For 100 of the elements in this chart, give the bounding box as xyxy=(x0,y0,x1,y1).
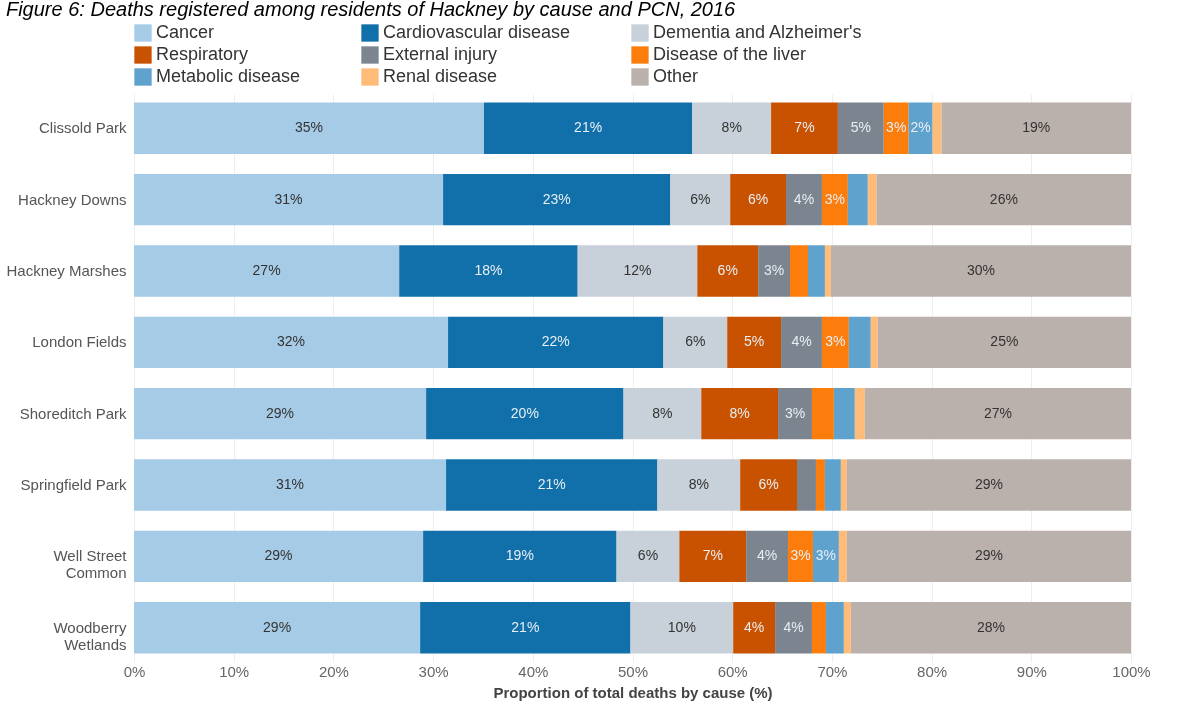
bar xyxy=(134,602,421,654)
data-label: 29% xyxy=(263,618,292,635)
x-tick-label: 10% xyxy=(219,662,250,680)
data-label: 7% xyxy=(702,547,723,564)
bar xyxy=(616,530,680,583)
bar xyxy=(846,459,1131,511)
data-label: 23% xyxy=(542,190,571,207)
bar xyxy=(788,530,813,583)
bar xyxy=(797,459,816,511)
bar xyxy=(837,102,884,154)
x-tick-label: 50% xyxy=(617,662,649,680)
bar xyxy=(426,387,624,440)
bar xyxy=(824,245,831,297)
bar xyxy=(847,173,868,226)
bar xyxy=(771,102,838,154)
x-tick-label: 20% xyxy=(318,662,349,680)
data-label: 22% xyxy=(541,333,570,350)
x-tick-label: 100% xyxy=(1112,662,1151,680)
data-label: 5% xyxy=(744,333,765,350)
bar xyxy=(730,173,787,226)
y-tick-label: Hackney Downs xyxy=(18,190,127,208)
bar xyxy=(733,602,776,654)
data-label: 3% xyxy=(824,190,846,207)
bar xyxy=(864,387,1131,440)
bar xyxy=(941,102,1131,154)
data-label: 18% xyxy=(474,261,503,278)
bar xyxy=(443,173,671,226)
bar xyxy=(867,173,877,226)
data-label: 2% xyxy=(910,119,931,136)
data-label: 3% xyxy=(784,404,806,421)
data-label: 21% xyxy=(537,476,566,493)
bar xyxy=(781,316,822,369)
chart-title: Figure 6: Deaths registered among residents of Hackney by cause and PCN, 2016 xyxy=(5,0,737,20)
bar xyxy=(812,530,839,583)
bar xyxy=(775,602,812,654)
x-tick-label: 70% xyxy=(817,662,848,680)
data-label: 8% xyxy=(652,404,673,421)
data-label: 6% xyxy=(717,261,738,278)
bar xyxy=(790,245,808,297)
bar xyxy=(483,102,693,154)
bar xyxy=(846,530,1131,583)
data-label: 8% xyxy=(729,404,750,421)
data-label: 6% xyxy=(758,476,779,493)
bar xyxy=(811,602,826,654)
bar xyxy=(877,316,1131,369)
y-tick-label: Hackney Marshes xyxy=(6,261,127,279)
bar xyxy=(448,316,664,369)
bar xyxy=(446,459,658,511)
x-tick-label: 60% xyxy=(717,662,748,680)
bar xyxy=(423,530,617,583)
data-label: 3% xyxy=(825,333,846,350)
bar xyxy=(811,387,834,440)
bar xyxy=(399,245,578,297)
data-label: 29% xyxy=(264,547,293,564)
data-label: 31% xyxy=(274,190,303,207)
data-label: 28% xyxy=(976,618,1005,635)
legend-label: Cardiovascular disease xyxy=(383,22,571,42)
data-label: 3% xyxy=(886,119,907,136)
data-label: 21% xyxy=(511,618,540,635)
bar xyxy=(876,173,1131,226)
x-tick-label: 80% xyxy=(917,662,948,680)
y-tick-label: Well Street Common xyxy=(53,547,128,582)
bar xyxy=(134,173,444,226)
bar xyxy=(821,316,849,369)
data-label: 29% xyxy=(266,404,295,421)
data-label: 6% xyxy=(690,190,711,207)
bar xyxy=(134,245,400,297)
bar xyxy=(807,245,825,297)
data-label: 6% xyxy=(685,333,706,350)
data-label: 35% xyxy=(294,119,323,136)
data-label: 30% xyxy=(966,261,995,278)
data-label: 32% xyxy=(277,333,306,350)
data-label: 8% xyxy=(688,476,709,493)
data-label: 19% xyxy=(1022,119,1051,136)
data-label: 29% xyxy=(974,547,1003,564)
y-tick-label: Shoreditch Park xyxy=(19,404,127,422)
data-label: 4% xyxy=(791,333,812,350)
y-tick-label: Springfield Park xyxy=(20,476,127,494)
bar xyxy=(786,173,822,226)
data-label: 6% xyxy=(637,547,659,564)
bar xyxy=(134,459,447,511)
data-label: 3% xyxy=(763,261,785,278)
data-label: 4% xyxy=(783,618,804,635)
x-axis-title: Proportion of total deaths by cause (%) xyxy=(493,683,773,701)
bar xyxy=(623,387,702,440)
x-tick-label: 40% xyxy=(518,662,549,680)
bar xyxy=(850,602,1131,654)
bar xyxy=(701,387,779,440)
data-label: 10% xyxy=(667,618,696,635)
bar xyxy=(727,316,782,369)
data-label: 3% xyxy=(815,547,837,564)
bar xyxy=(746,530,789,583)
bar xyxy=(833,387,855,440)
bar xyxy=(740,459,798,511)
bar xyxy=(840,459,847,511)
bar xyxy=(838,530,847,583)
legend-label: Metabolic disease xyxy=(156,66,301,86)
data-label: 4% xyxy=(744,618,765,635)
bar xyxy=(697,245,759,297)
data-label: 29% xyxy=(974,476,1003,493)
